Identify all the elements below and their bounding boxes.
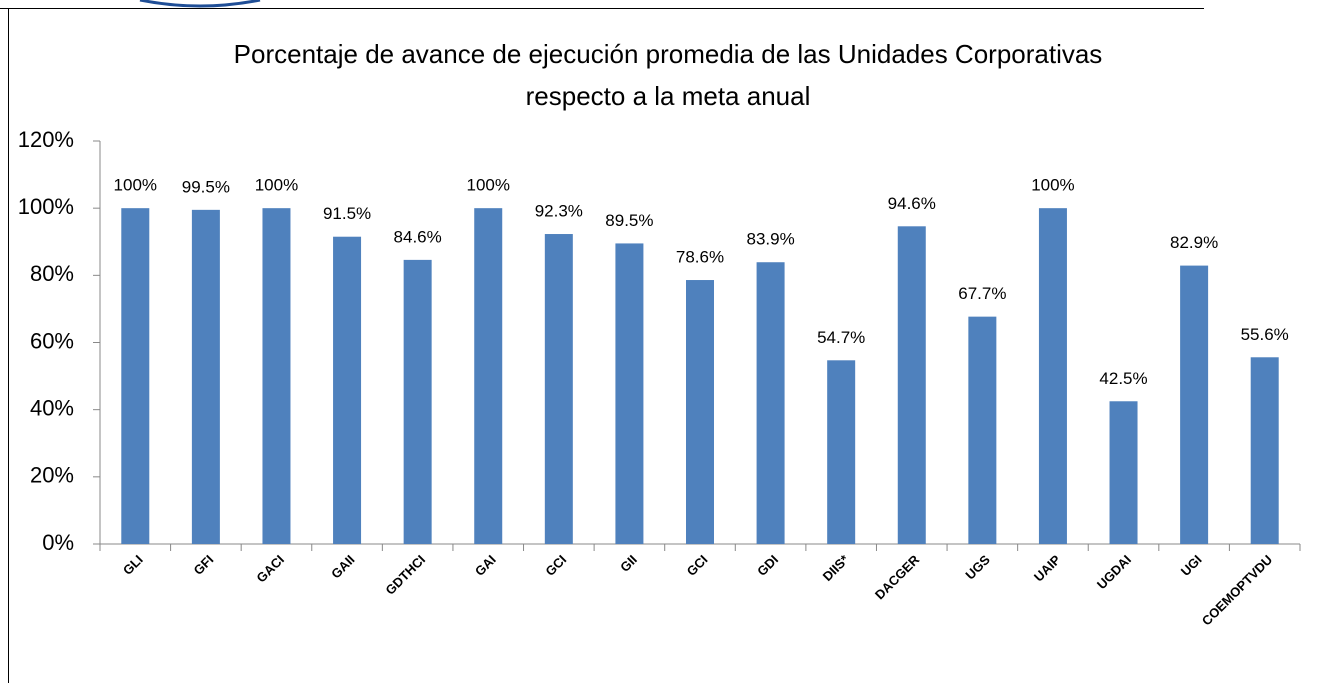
- value-label: 100%: [1031, 176, 1074, 195]
- value-label: 83.9%: [746, 230, 794, 249]
- x-tick-label: GACI: [253, 552, 287, 586]
- bar: [121, 208, 150, 544]
- x-tick-label: GAII: [328, 552, 358, 582]
- value-label: 100%: [255, 176, 298, 195]
- value-label: 94.6%: [888, 194, 936, 213]
- bar: [1109, 401, 1138, 544]
- value-label: 91.5%: [323, 204, 371, 223]
- value-label: 54.7%: [817, 328, 865, 347]
- x-tick-label: GDTHCI: [382, 552, 428, 598]
- chart-title: respecto a la meta anual: [526, 81, 811, 111]
- x-tick-label: UGS: [962, 552, 993, 583]
- value-label: 100%: [466, 176, 509, 195]
- y-tick-label: 80%: [30, 261, 74, 286]
- x-tick-label: COEMOPTVDU: [1199, 552, 1275, 628]
- bar: [1250, 357, 1279, 544]
- x-tick-label: DIIS*: [820, 551, 853, 584]
- x-tick-label: DACGER: [872, 552, 923, 603]
- value-label: 84.6%: [394, 227, 442, 246]
- value-label: 89.5%: [605, 211, 653, 230]
- y-tick-label: 120%: [18, 127, 74, 152]
- value-label: 100%: [114, 176, 157, 195]
- bar: [827, 360, 856, 544]
- y-tick-label: 0%: [42, 530, 74, 555]
- bar: [403, 259, 432, 544]
- y-tick-label: 60%: [30, 328, 74, 353]
- value-label: 78.6%: [676, 248, 724, 267]
- x-tick-label: UGI: [1178, 552, 1205, 579]
- bar: [756, 262, 785, 544]
- x-tick-label: GII: [617, 552, 640, 575]
- bar: [615, 243, 644, 544]
- y-tick-label: 40%: [30, 395, 74, 420]
- logo-arc: [139, 0, 261, 8]
- x-tick-label: GLI: [120, 552, 146, 578]
- bar: [474, 208, 503, 544]
- value-label: 67.7%: [958, 284, 1006, 303]
- bar: [968, 316, 997, 544]
- bar: [1038, 208, 1067, 544]
- value-label: 92.3%: [535, 202, 583, 221]
- x-tick-label: GFI: [191, 552, 217, 578]
- bar: [191, 209, 220, 545]
- bar: [686, 280, 714, 544]
- bar: [333, 236, 362, 544]
- bar: [262, 208, 291, 544]
- value-label: 42.5%: [1099, 369, 1147, 388]
- x-tick-label: UGDAI: [1094, 552, 1134, 592]
- value-label: 99.5%: [182, 177, 230, 196]
- value-label: 55.6%: [1241, 325, 1289, 344]
- x-tick-label: GCI: [542, 552, 569, 579]
- y-tick-label: 100%: [18, 194, 74, 219]
- bar: [897, 226, 926, 544]
- value-label: 82.9%: [1170, 233, 1218, 252]
- bar: [1180, 265, 1209, 544]
- bar: [544, 234, 573, 545]
- x-tick-label: GAI: [472, 552, 499, 579]
- y-tick-label: 20%: [30, 463, 74, 488]
- x-tick-label: GDI: [754, 552, 781, 579]
- x-tick-label: UAIP: [1031, 552, 1064, 585]
- x-tick-label: GCI: [684, 552, 711, 579]
- chart-title: Porcentaje de avance de ejecución promed…: [234, 39, 1103, 69]
